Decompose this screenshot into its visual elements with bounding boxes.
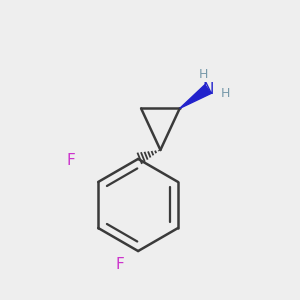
Polygon shape: [180, 85, 211, 108]
Text: H: H: [221, 87, 230, 100]
Text: F: F: [116, 257, 125, 272]
Text: F: F: [67, 153, 76, 168]
Text: N: N: [202, 82, 214, 97]
Text: H: H: [199, 68, 208, 81]
